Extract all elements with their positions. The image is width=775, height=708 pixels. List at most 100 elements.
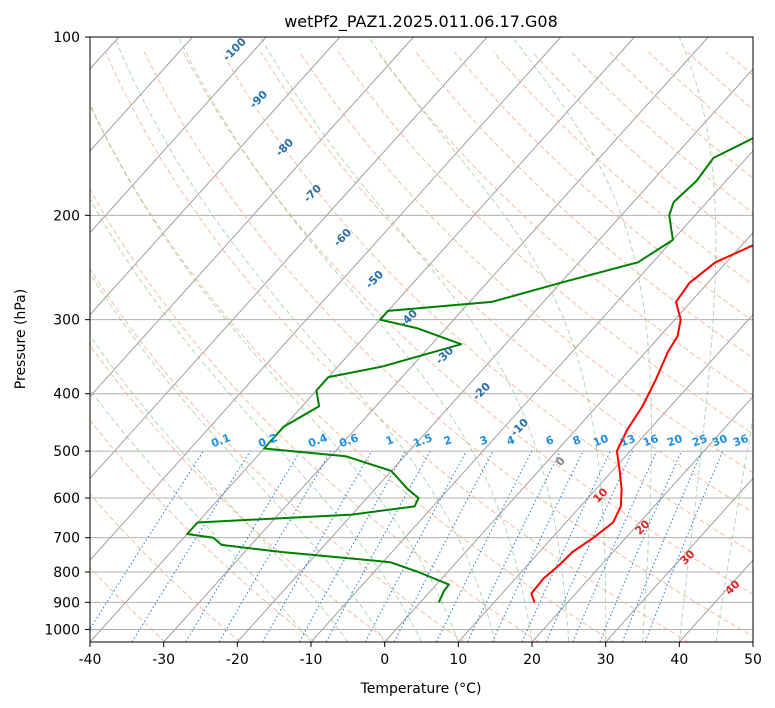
- isotherm-line: [90, 37, 193, 152]
- isotherm-line: [531, 395, 753, 642]
- mixing-ratio-label: 1: [384, 433, 396, 448]
- mixing-ratio-label: 0.6: [337, 431, 360, 450]
- mixing-ratio-label: 0.1: [209, 431, 232, 450]
- dry-adiabat: [90, 566, 166, 642]
- y-tick-label: 100: [53, 30, 80, 46]
- x-tick-label: -20: [226, 652, 249, 668]
- isotherm-line: [457, 313, 753, 642]
- mixing-ratio-label: 8: [571, 433, 583, 448]
- moist-adiabat: [90, 272, 386, 642]
- dry-adiabat: [105, 51, 689, 642]
- y-axis-title: Pressure (hPa): [13, 289, 29, 389]
- mixing-ratio-label: 36: [731, 432, 750, 450]
- y-tick-label: 200: [53, 208, 80, 224]
- mixing-ratio-line: [298, 450, 406, 642]
- background-lines: [90, 37, 753, 642]
- y-tick-label: 400: [53, 387, 80, 403]
- mixing-ratio-line: [572, 450, 658, 642]
- temperature-line: [530, 244, 753, 603]
- dry-adiabat: [90, 104, 614, 642]
- mixing-ratio-label: 25: [690, 432, 709, 449]
- mixing-ratio-line: [364, 450, 467, 642]
- dry-adiabat: [337, 51, 753, 435]
- x-tick-label: 0: [380, 652, 389, 668]
- y-tick-label: 700: [53, 531, 80, 547]
- y-tick-label: 900: [53, 595, 80, 611]
- y-tick-label: 1000: [44, 622, 80, 638]
- mixing-ratio-label: 16: [641, 432, 660, 450]
- isotherm-line: [384, 231, 753, 642]
- y-axis: 100 200 300 400 500 600 700 800 900 1000: [44, 30, 90, 638]
- x-axis: -40 -30 -20 -10 0 10 20 30 40 50: [79, 642, 762, 668]
- dry-adiabat: [182, 51, 753, 595]
- mixing-ratio-label: 2: [442, 433, 454, 448]
- moist-adiabat: [114, 37, 496, 642]
- moist-adiabat: [678, 37, 717, 642]
- dry-adiabat: [260, 51, 753, 513]
- isotherm-line: [163, 37, 709, 642]
- y-tick-label: 800: [53, 565, 80, 581]
- moist-adiabat: [90, 334, 349, 642]
- x-tick-label: -10: [300, 652, 323, 668]
- mixing-ratio-line: [435, 450, 533, 642]
- dry-adiabat: [376, 51, 753, 397]
- moist-adiabat: [90, 388, 312, 642]
- grid-layer: [90, 37, 753, 642]
- series-layer: [186, 136, 753, 603]
- y-tick-label: 500: [53, 444, 80, 460]
- isotherm-line: [605, 477, 753, 642]
- y-tick-label: 600: [53, 491, 80, 507]
- x-tick-label: 50: [744, 652, 762, 668]
- moist-adiabat: [715, 415, 753, 642]
- plot-area: [90, 37, 753, 642]
- isotherm-line: [310, 150, 753, 642]
- plot-frame: [89, 36, 754, 643]
- y-tick-label: 300: [53, 313, 80, 329]
- x-tick-label: -30: [152, 652, 175, 668]
- x-tick-label: 10: [449, 652, 467, 668]
- dry-adiabat: [299, 51, 753, 474]
- mixing-ratio-label: 6: [544, 433, 556, 448]
- isotherm-line: [236, 68, 753, 642]
- dry-adiabat: [454, 51, 753, 322]
- dry-adiabat: [90, 267, 465, 642]
- mixing-ratio-label: 4: [505, 433, 517, 448]
- x-axis-title: Temperature (°C): [360, 681, 482, 697]
- mixing-ratio-line: [599, 450, 682, 642]
- dry-adiabat: [90, 344, 390, 642]
- mixing-ratio-line: [621, 450, 703, 642]
- isotherm-line: [90, 37, 414, 398]
- moist-adiabat: [90, 197, 422, 642]
- dewpoint-line: [186, 136, 753, 603]
- isotherm-line: [90, 37, 562, 561]
- moist-adiabat: [178, 37, 533, 642]
- mixing-ratio-label: 0.2: [256, 431, 279, 450]
- moist-adiabat: [368, 37, 607, 642]
- mixing-ratio-label: 30: [710, 432, 729, 450]
- mixing-ratio-label: 13: [618, 432, 637, 449]
- x-tick-label: 30: [597, 652, 615, 668]
- mixing-ratio-label: 0.4: [306, 431, 329, 450]
- mixing-ratio-label: 1.5: [411, 431, 434, 450]
- mixing-ratio-label: 20: [665, 432, 684, 450]
- x-tick-label: 20: [523, 652, 541, 668]
- isotherm-line: [90, 37, 341, 316]
- dry-adiabat: [143, 51, 753, 637]
- moist-adiabat: [512, 37, 652, 642]
- mixing-ratio-label: 10: [591, 432, 610, 450]
- isotherm-line: [90, 37, 488, 480]
- x-tick-label: -40: [79, 652, 102, 668]
- mixing-ratio-line: [90, 450, 204, 630]
- isotherm-line: [90, 37, 635, 642]
- mixing-ratio-line: [545, 450, 633, 642]
- mixing-ratio-line: [131, 450, 251, 642]
- isotherm-line: [90, 37, 267, 234]
- chart-title: wetPf2_PAZ1.2025.011.06.17.G08: [284, 12, 558, 32]
- x-tick-label: 40: [670, 652, 688, 668]
- mixing-ratio-line: [325, 450, 431, 642]
- dry-adiabat: [90, 188, 540, 642]
- dry-adiabat: [90, 419, 316, 642]
- mixing-ratio-line: [644, 450, 724, 642]
- mixing-ratio-label: 3: [478, 433, 490, 448]
